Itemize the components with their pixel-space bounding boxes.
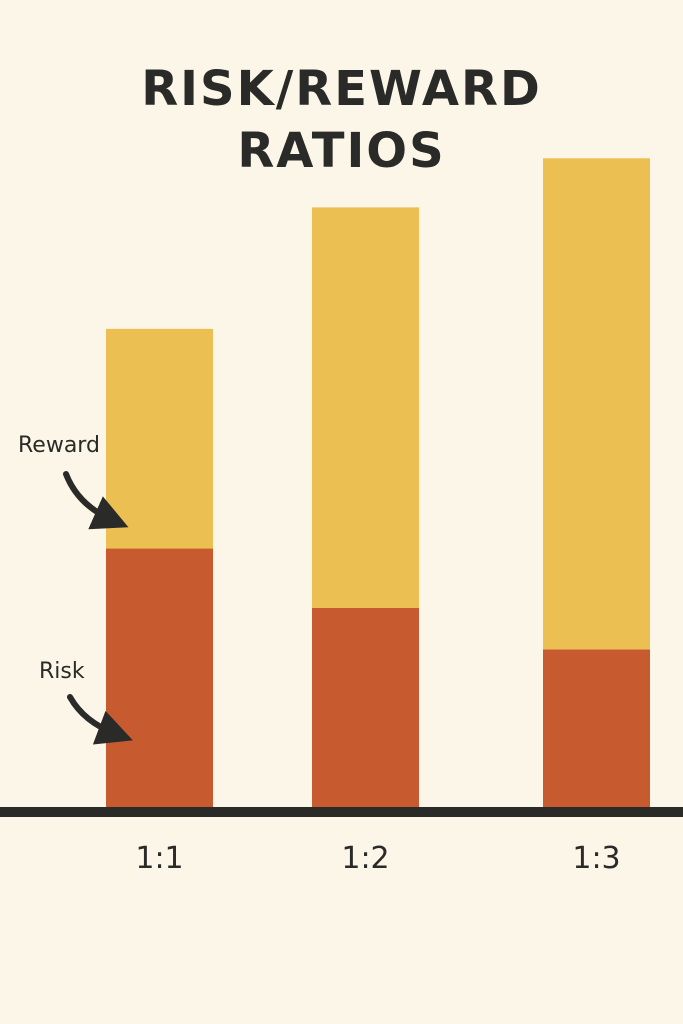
bar-risk-3 xyxy=(543,649,650,807)
bar-reward-3 xyxy=(543,158,650,650)
chart-title-line-1: RISK/REWARD xyxy=(141,61,542,117)
bar-risk-1 xyxy=(106,548,213,807)
annotations-layer: Reward Risk xyxy=(18,433,133,745)
x-tick-label: 1:2 xyxy=(341,841,389,876)
bars-layer xyxy=(106,158,650,807)
chart-title: RISK/REWARD RATIOS xyxy=(0,58,683,182)
risk-arrow-icon xyxy=(67,694,133,745)
bar-risk-2 xyxy=(312,607,419,807)
reward-annotation-label: Reward xyxy=(18,433,100,458)
reward-arrow-icon xyxy=(63,471,129,530)
bar-reward-1 xyxy=(106,328,213,549)
risk-annotation-label: Risk xyxy=(39,659,85,684)
bar-reward-2 xyxy=(312,207,419,608)
x-tick-label: 1:1 xyxy=(135,841,183,876)
x-tick-labels: 1:1 1:2 1:3 xyxy=(135,841,620,876)
chart-title-line-2: RATIOS xyxy=(237,123,446,179)
x-tick-label: 1:3 xyxy=(572,841,620,876)
